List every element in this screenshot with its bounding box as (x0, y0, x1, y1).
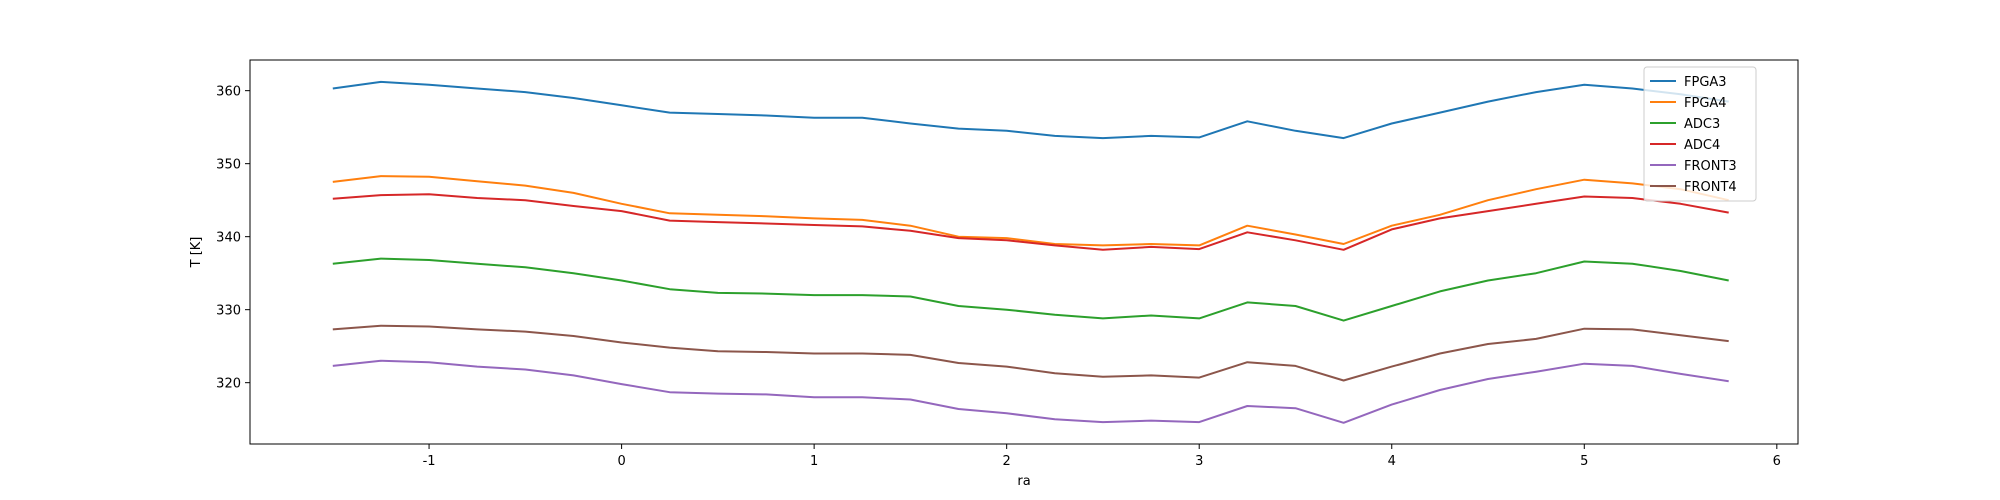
series-line (332, 324, 1729, 382)
legend-box (1643, 66, 1757, 202)
x-tick-label: 6 (1773, 454, 1781, 469)
y-tick-label: 330 (216, 304, 241, 319)
legend-label: FRONT3 (1684, 159, 1737, 174)
y-tick-label: 350 (216, 158, 241, 173)
series-line (332, 80, 1729, 140)
y-tick-label: 340 (216, 231, 241, 246)
legend-label: ADC3 (1684, 117, 1720, 132)
series-line (332, 257, 1729, 322)
x-tick-label: 2 (1003, 454, 1011, 469)
series-line (332, 359, 1729, 424)
x-tick-label: 1 (810, 454, 818, 469)
x-tick-label: 3 (1195, 454, 1203, 469)
x-tick-label: 0 (617, 454, 625, 469)
axes-frame (249, 59, 1799, 445)
x-axis-label: ra (1017, 474, 1030, 489)
y-axis-label: T [K] (189, 237, 204, 269)
series-line (332, 193, 1729, 251)
legend-label: FRONT4 (1684, 180, 1737, 195)
x-tick-label: 5 (1580, 454, 1588, 469)
legend-label: FPGA3 (1684, 75, 1727, 90)
y-tick-label: 360 (216, 85, 241, 100)
legend-label: FPGA4 (1684, 96, 1727, 111)
legend-label: ADC4 (1684, 138, 1720, 153)
x-tick-label: -1 (423, 454, 436, 469)
y-tick-label: 320 (216, 377, 241, 392)
x-tick-label: 4 (1388, 454, 1396, 469)
series-line (332, 175, 1729, 247)
